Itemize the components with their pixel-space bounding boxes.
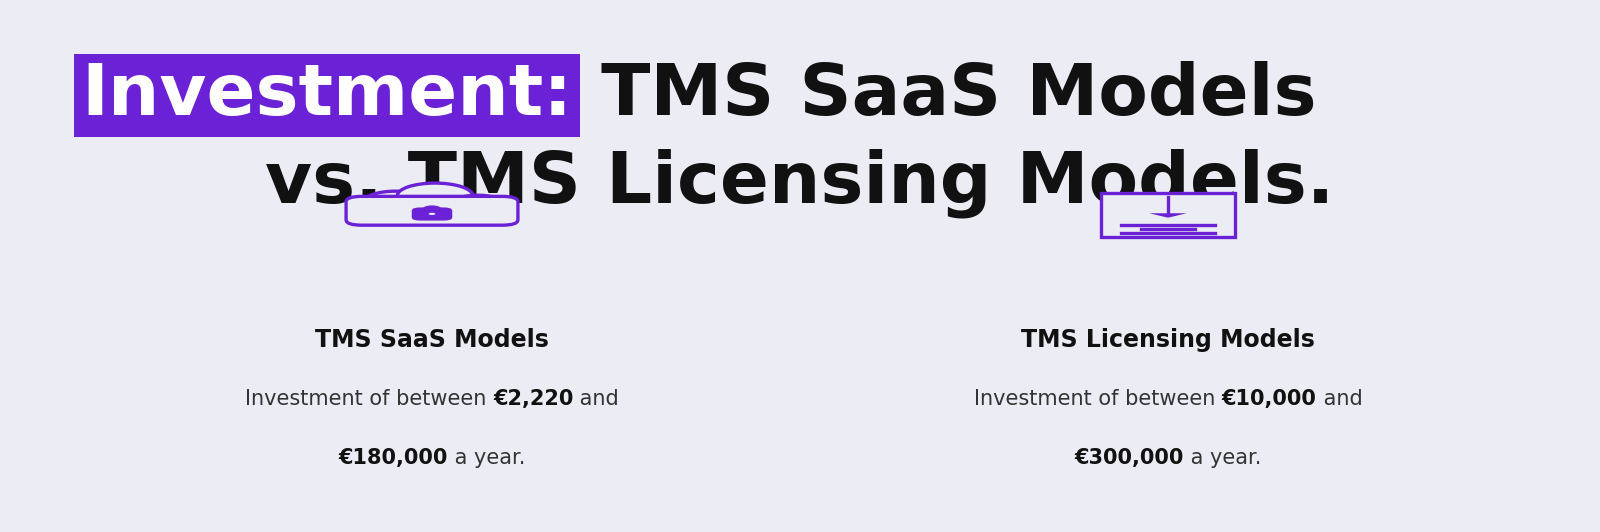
Text: €180,000: €180,000 (339, 447, 448, 468)
Text: and: and (1317, 389, 1362, 409)
Text: and: and (573, 389, 619, 409)
Circle shape (363, 191, 427, 212)
FancyBboxPatch shape (413, 208, 451, 220)
Text: €10,000: €10,000 (1222, 389, 1317, 409)
Circle shape (453, 195, 502, 212)
Circle shape (429, 213, 435, 215)
Text: €2,220: €2,220 (493, 389, 573, 409)
Text: vs. TMS Licensing Models.: vs. TMS Licensing Models. (266, 149, 1334, 218)
FancyBboxPatch shape (346, 196, 518, 225)
Bar (1101, 193, 1235, 237)
Text: TMS SaaS Models: TMS SaaS Models (576, 61, 1317, 130)
Circle shape (397, 183, 472, 208)
Text: Investment of between: Investment of between (974, 389, 1222, 409)
Text: TMS Licensing Models: TMS Licensing Models (1021, 328, 1315, 353)
Text: Investment of between: Investment of between (245, 389, 493, 409)
Text: Investment:: Investment: (82, 61, 573, 130)
Polygon shape (1149, 213, 1187, 218)
Text: a year.: a year. (448, 447, 525, 468)
Text: a year.: a year. (1184, 447, 1261, 468)
Text: TMS SaaS Models: TMS SaaS Models (315, 328, 549, 353)
Text: €300,000: €300,000 (1075, 447, 1184, 468)
